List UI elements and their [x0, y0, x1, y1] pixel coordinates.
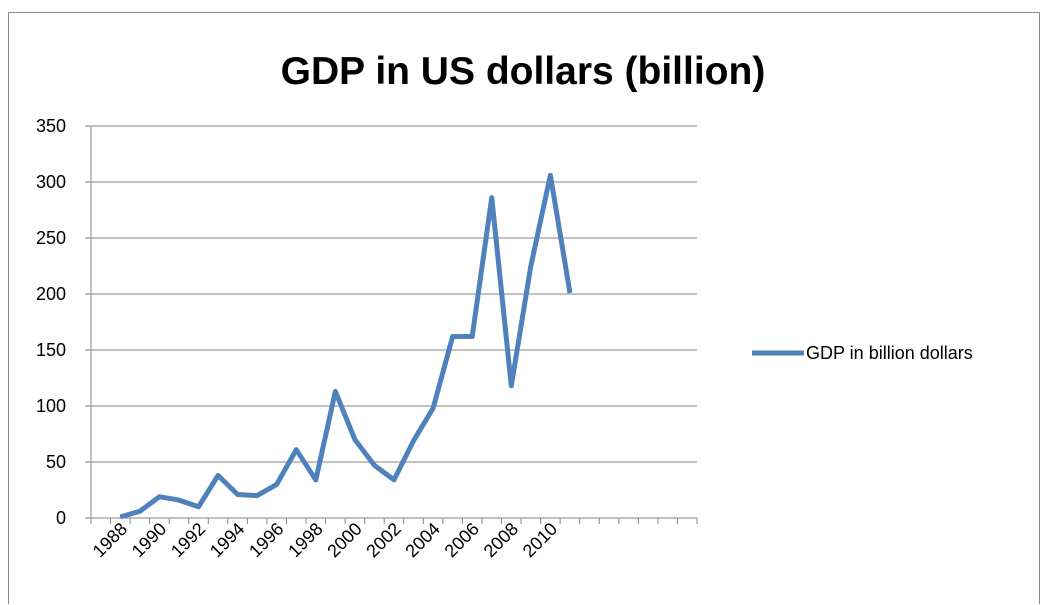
data-point [549, 174, 551, 176]
data-point [158, 496, 160, 498]
data-point [432, 407, 434, 409]
series-line [119, 172, 573, 520]
y-axis-ticks: 0 50 100 150 200 250 300 350 [36, 116, 92, 528]
x-tick-label: 2000 [323, 519, 365, 561]
x-tick-label: 2008 [480, 519, 522, 561]
y-tick-label: 100 [36, 396, 66, 416]
data-point [315, 479, 317, 481]
chart-frame [8, 12, 1040, 604]
data-point [452, 336, 454, 338]
data-point [569, 292, 571, 294]
series-layer [119, 172, 573, 520]
data-point [373, 464, 375, 466]
x-tick-label: 2004 [401, 519, 443, 561]
x-axis: 1988199019921994199619982000200220042006… [89, 517, 698, 561]
y-tick-label: 300 [36, 172, 66, 192]
data-point [119, 516, 121, 518]
y-tick-label: 0 [56, 508, 66, 528]
data-point [295, 449, 297, 451]
data-point [237, 493, 239, 495]
data-point [334, 390, 336, 392]
data-point [491, 197, 493, 199]
data-point [530, 265, 532, 267]
data-point [413, 440, 415, 442]
x-tick-label: 1994 [206, 519, 248, 561]
y-tick-label: 150 [36, 340, 66, 360]
data-point [354, 439, 356, 441]
data-point [471, 336, 473, 338]
x-tick-label: 1998 [284, 519, 326, 561]
x-tick-label: 2002 [362, 519, 404, 561]
chart-title: GDP in US dollars (billion) [281, 50, 766, 93]
y-tick-label: 200 [36, 284, 66, 304]
data-point [178, 499, 180, 501]
x-tick-label: 1992 [167, 519, 209, 561]
gridlines [91, 125, 697, 463]
x-tick-label: 1990 [128, 519, 170, 561]
data-point [198, 506, 200, 508]
y-tick-label: 250 [36, 228, 66, 248]
data-point [217, 474, 219, 476]
data-point [256, 495, 258, 497]
data-point [393, 479, 395, 481]
data-point [510, 385, 512, 387]
legend-label: GDP in billion dollars [806, 343, 973, 363]
x-tick-label: 2006 [441, 519, 483, 561]
x-tick-label: 1996 [245, 519, 287, 561]
y-tick-label: 350 [36, 116, 66, 136]
y-tick-label: 50 [46, 452, 66, 472]
legend: GDP in billion dollars [752, 343, 973, 363]
x-tick-label: 1988 [89, 519, 131, 561]
data-point [139, 510, 141, 512]
data-point [276, 483, 278, 485]
x-tick-label: 2010 [519, 519, 561, 561]
